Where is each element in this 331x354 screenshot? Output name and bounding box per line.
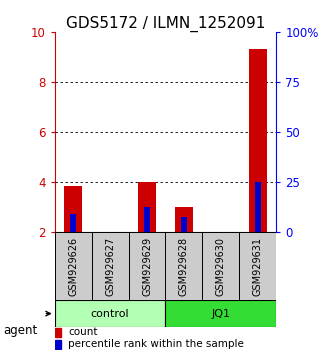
- Bar: [166, 232, 203, 301]
- Text: GSM929628: GSM929628: [179, 236, 189, 296]
- Bar: [64, 185, 82, 232]
- Text: percentile rank within the sample: percentile rank within the sample: [68, 339, 244, 349]
- Bar: [175, 207, 193, 232]
- Text: JQ1: JQ1: [212, 309, 230, 319]
- Bar: [92, 232, 128, 301]
- Text: GSM929626: GSM929626: [68, 236, 78, 296]
- Bar: [255, 182, 261, 232]
- Bar: [181, 217, 187, 232]
- Bar: [166, 301, 276, 327]
- Bar: [70, 214, 76, 232]
- Bar: [55, 340, 61, 349]
- Text: count: count: [68, 327, 97, 337]
- Title: GDS5172 / ILMN_1252091: GDS5172 / ILMN_1252091: [66, 16, 265, 32]
- Bar: [203, 232, 239, 301]
- Text: GSM929630: GSM929630: [216, 236, 226, 296]
- Text: GSM929631: GSM929631: [253, 236, 263, 296]
- Text: GSM929627: GSM929627: [105, 236, 115, 296]
- Bar: [55, 328, 61, 337]
- Bar: [128, 232, 166, 301]
- Bar: [144, 207, 150, 232]
- Bar: [55, 232, 92, 301]
- Bar: [55, 301, 166, 327]
- Bar: [249, 49, 267, 232]
- Bar: [138, 182, 156, 232]
- Text: agent: agent: [3, 325, 37, 337]
- Text: control: control: [91, 309, 129, 319]
- Text: GSM929629: GSM929629: [142, 236, 152, 296]
- Bar: [239, 232, 276, 301]
